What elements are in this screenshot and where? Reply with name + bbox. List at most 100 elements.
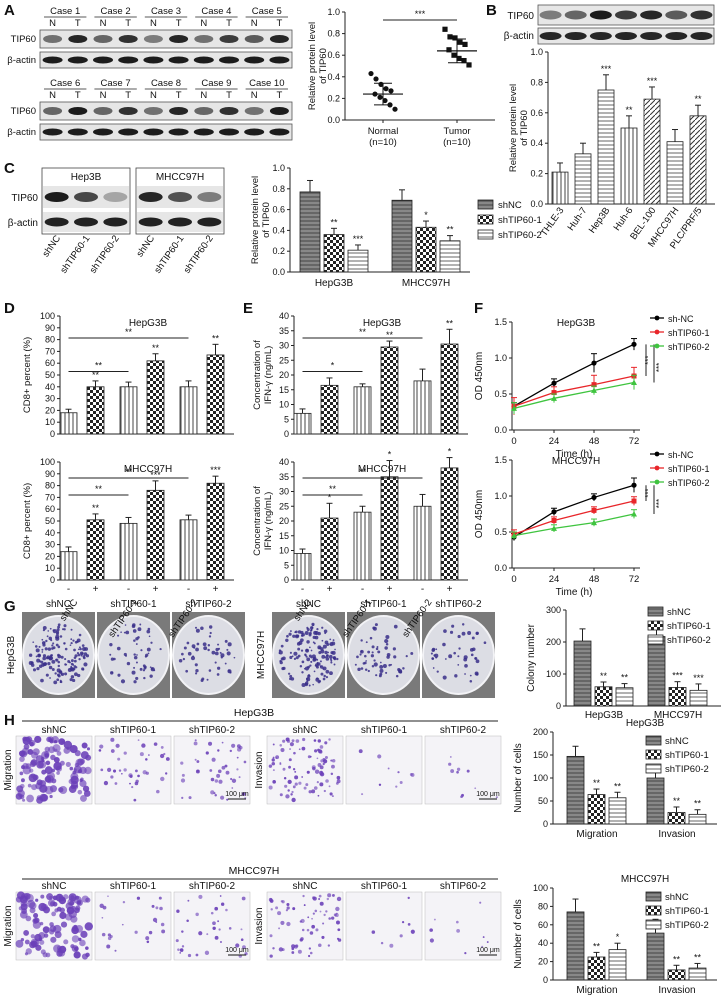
colony-dot (55, 643, 59, 647)
bar-d-sig: ** (212, 333, 220, 343)
cell-blob (153, 742, 158, 746)
b-tip60-label: TIP60 (507, 11, 534, 22)
colony-dot (192, 655, 194, 658)
cell-blob (314, 769, 320, 774)
panel-label-b: B (486, 2, 497, 19)
colony-dot (56, 673, 60, 677)
cell-blob (334, 913, 339, 918)
colony-dot (37, 653, 41, 657)
cell-blob (30, 938, 40, 948)
cell-blob (51, 911, 57, 917)
cell-blob (71, 935, 80, 943)
transwell-label: shTIP60-1 (110, 725, 157, 736)
bar-b-sig: *** (601, 64, 612, 74)
colony-dot (149, 674, 153, 678)
c-actin-band (74, 217, 98, 227)
cell-blob (450, 769, 455, 773)
tip60-band (43, 107, 63, 115)
line-f-point (551, 390, 557, 396)
cell-blob (286, 906, 290, 910)
colony-dot (354, 663, 357, 666)
colony-dot (28, 653, 33, 657)
colony-dot (289, 651, 292, 654)
cell-blob (214, 906, 219, 911)
colony-dot (430, 652, 433, 655)
colony-dot (471, 636, 475, 640)
colony-dot (329, 641, 334, 647)
cell-blob (180, 761, 184, 765)
cell-blob (103, 780, 109, 786)
transwell-label: shTIP60-2 (189, 725, 236, 736)
colony-dot (224, 639, 228, 643)
cell-blob (324, 756, 328, 760)
cell-blob (243, 760, 247, 764)
colony-dot (229, 671, 232, 674)
colony-dot (41, 663, 45, 667)
cell-blob (107, 767, 112, 772)
cell-blob (241, 896, 246, 901)
bar-g-bar (594, 686, 613, 707)
colony-dot (147, 627, 151, 631)
bar-h-category: Invasion (658, 985, 695, 996)
colony-dot (38, 645, 41, 648)
tip60-band (118, 107, 138, 115)
cell-blob (80, 930, 88, 938)
bar-e-y-tick-label: 15 (279, 531, 289, 541)
bar-c-legend-swatch (477, 199, 494, 210)
cell-blob (145, 936, 150, 941)
colony-dot (371, 664, 375, 668)
colony-dot (360, 667, 364, 670)
cell-blob (331, 764, 335, 769)
bar-b-category: Hep3B (587, 205, 613, 235)
transwell-image (345, 891, 423, 961)
line-f-sig: *** (644, 355, 653, 364)
colony-dot (30, 663, 35, 667)
line-f-y-tick-label: 0.5 (494, 389, 507, 399)
actin-band (118, 128, 139, 136)
cell-blob (285, 909, 288, 912)
cell-blob (107, 895, 109, 898)
cell-blob (155, 906, 159, 910)
tip60-band (143, 35, 163, 43)
panel-label-e: E (243, 300, 254, 317)
c-tip60-band (138, 192, 163, 202)
colony-dish (172, 615, 245, 695)
cell-blob (318, 749, 323, 754)
colony-dot (357, 667, 361, 672)
g-row-label: MHCC97H (256, 631, 267, 679)
colony-dish-label: shNC (296, 599, 321, 610)
cell-blob (277, 911, 282, 916)
e-ylabel-2: IFN-γ (ng/mL) (263, 346, 274, 405)
lane-n-label: N (150, 90, 157, 101)
bar-e-bar (380, 346, 399, 435)
colony-dot (139, 623, 142, 626)
actin-band (143, 128, 164, 136)
cell-blob (217, 749, 220, 752)
tip60-band (269, 35, 289, 43)
bar-h-bar (566, 755, 585, 825)
colony-dot (226, 651, 231, 656)
cell-blob (268, 764, 273, 768)
colony-dot (453, 651, 456, 655)
cell-blob (204, 950, 210, 955)
actin-band (269, 56, 290, 64)
colony-dot (471, 647, 476, 652)
cell-blob (464, 952, 467, 955)
colony-dot (136, 654, 138, 656)
colony-dot (278, 652, 281, 654)
colony-dot (299, 665, 303, 668)
bar-d-y-tick-label: 0 (50, 575, 55, 585)
cell-blob (160, 776, 165, 782)
bar-h-legend-label: shNC (665, 892, 689, 903)
cell-blob (70, 895, 75, 900)
bar-g-category: MHCC97H (654, 710, 702, 721)
lane-t-label: T (226, 18, 232, 29)
scatter-a-point (456, 55, 462, 62)
cell-blob (291, 944, 296, 949)
colony-dot (35, 648, 40, 653)
cell-blob (294, 782, 298, 786)
cell-blob (242, 945, 246, 950)
colony-dot (367, 650, 371, 654)
bar-h-y-tick-label: 0 (543, 975, 548, 985)
